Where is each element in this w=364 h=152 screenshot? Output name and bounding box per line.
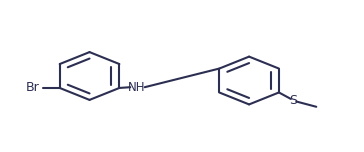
Text: NH: NH [128,81,146,94]
Text: S: S [289,94,297,107]
Text: Br: Br [26,81,40,94]
